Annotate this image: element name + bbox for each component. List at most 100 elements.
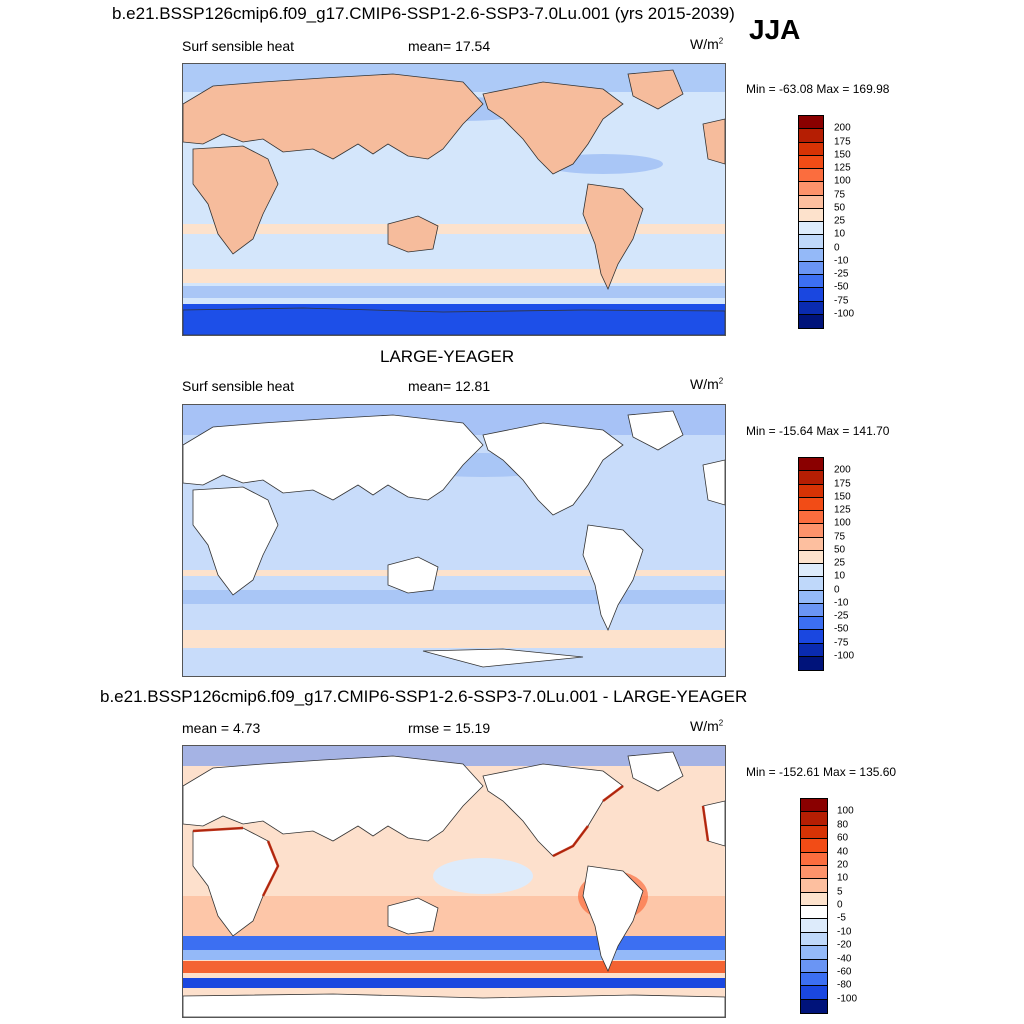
colorbar-tick-label: 200	[834, 464, 851, 476]
panel-1-minmax: Min = -63.08 Max = 169.98	[746, 82, 890, 96]
colorbar-swatch	[801, 972, 827, 987]
colorbar-swatch	[799, 577, 823, 591]
colorbar-swatch	[799, 169, 823, 183]
panel-2-mean-label: mean= 12.81	[408, 378, 491, 394]
colorbar-tick-label: 125	[834, 162, 851, 174]
colorbar-tick-label: -40	[837, 953, 852, 964]
colorbar-tick-label: 60	[837, 832, 849, 844]
colorbar-tick-label: 100	[837, 805, 854, 817]
colorbar-swatch	[799, 116, 823, 130]
colorbar-swatch	[801, 879, 827, 893]
colorbar-tick-label: 150	[834, 149, 851, 161]
season-label: JJA	[749, 14, 801, 45]
panel-1-variable-label: Surf sensible heat	[182, 38, 295, 54]
colorbar-swatch	[799, 617, 823, 631]
panel-3-map	[182, 745, 726, 1018]
colorbar-swatch	[801, 959, 827, 973]
colorbar-tick-label: -25	[834, 610, 849, 622]
colorbar-tick-label: -50	[834, 281, 849, 293]
colorbar-tick-label: -25	[834, 268, 849, 280]
colorbar-swatch	[799, 288, 823, 302]
panel-1-colorbar	[798, 115, 824, 329]
panel-1-mean-label: mean= 17.54	[408, 38, 491, 54]
panel-3-rmse-label: rmse = 15.19	[408, 720, 491, 736]
colorbar-tick-label: 40	[837, 846, 849, 857]
colorbar-swatch	[801, 852, 827, 866]
colorbar-tick-label: -10	[834, 597, 849, 609]
colorbar-tick-label: -80	[837, 979, 852, 991]
colorbar-swatch	[799, 630, 823, 644]
colorbar-swatch	[799, 550, 823, 564]
panel-3-colorbar	[800, 798, 828, 1014]
colorbar-tick-label: -100	[834, 308, 855, 320]
colorbar-tick-label: 0	[837, 899, 843, 911]
colorbar-tick-label: 50	[834, 202, 846, 214]
panel-3-units: W/m2	[690, 718, 724, 734]
colorbar-swatch	[799, 564, 823, 578]
colorbar-swatch	[799, 222, 823, 236]
colorbar-swatch	[799, 261, 823, 275]
colorbar-tick-label: -10	[837, 926, 852, 938]
colorbar-swatch	[799, 301, 823, 315]
colorbar-swatch	[799, 195, 823, 209]
colorbar-swatch	[799, 471, 823, 485]
colorbar-swatch	[799, 248, 823, 262]
colorbar-tick-label: -60	[837, 966, 852, 978]
panel-2-map	[182, 404, 726, 677]
colorbar-swatch	[799, 497, 823, 511]
colorbar-tick-label: 5	[837, 886, 843, 898]
colorbar-tick-label: -50	[834, 623, 849, 635]
colorbar-tick-label: -10	[834, 255, 849, 267]
colorbar-swatch	[801, 812, 827, 826]
panel-1-units: W/m2	[690, 36, 724, 52]
colorbar-tick-label: 10	[837, 872, 849, 884]
colorbar-tick-label: -100	[834, 650, 855, 662]
panel-2-minmax: Min = -15.64 Max = 141.70	[746, 424, 890, 438]
panel-3-title: b.e21.BSSP126cmip6.f09_g17.CMIP6-SSP1-2.…	[100, 687, 748, 706]
colorbar-tick-label: 75	[834, 189, 846, 200]
colorbar-swatch	[799, 235, 823, 249]
colorbar-tick-label: 20	[837, 859, 849, 871]
colorbar-swatch	[799, 275, 823, 289]
colorbar-swatch	[799, 314, 823, 328]
panel-1-map	[182, 63, 726, 336]
colorbar-swatch	[799, 208, 823, 222]
colorbar-tick-label: 175	[834, 478, 851, 489]
colorbar-tick-label: -5	[837, 912, 846, 924]
colorbar-swatch	[799, 643, 823, 657]
colorbar-tick-label: -75	[834, 295, 849, 306]
colorbar-tick-label: 80	[837, 819, 849, 831]
colorbar-swatch	[799, 511, 823, 525]
colorbar-tick-label: 25	[834, 557, 846, 569]
colorbar-swatch	[799, 590, 823, 604]
colorbar-swatch	[801, 946, 827, 960]
colorbar-tick-label: 0	[834, 584, 840, 595]
panel-2-colorbar	[798, 457, 824, 671]
colorbar-swatch	[799, 155, 823, 169]
colorbar-tick-label: 50	[834, 544, 846, 556]
colorbar-swatch	[799, 484, 823, 498]
colorbar-swatch	[801, 906, 827, 920]
colorbar-swatch	[801, 839, 827, 853]
colorbar-tick-label: 150	[834, 491, 851, 503]
colorbar-swatch	[799, 129, 823, 143]
colorbar-swatch	[799, 182, 823, 196]
colorbar-tick-label: 200	[834, 122, 851, 134]
colorbar-swatch	[801, 932, 827, 947]
panel-2-units: W/m2	[690, 376, 724, 392]
colorbar-swatch	[799, 537, 823, 551]
colorbar-swatch	[801, 865, 827, 880]
colorbar-tick-label: -20	[837, 939, 852, 951]
colorbar-tick-label: 10	[834, 228, 846, 240]
colorbar-tick-label: 10	[834, 570, 846, 582]
colorbar-swatch	[799, 656, 823, 670]
colorbar-swatch	[801, 825, 827, 840]
colorbar-swatch	[801, 919, 827, 933]
colorbar-swatch	[801, 999, 827, 1013]
colorbar-swatch	[799, 524, 823, 538]
colorbar-swatch	[801, 892, 827, 906]
colorbar-tick-label: 100	[834, 175, 851, 187]
colorbar-tick-label: 125	[834, 504, 851, 516]
panel-2-title: LARGE-YEAGER	[380, 347, 515, 366]
colorbar-swatch	[801, 799, 827, 813]
